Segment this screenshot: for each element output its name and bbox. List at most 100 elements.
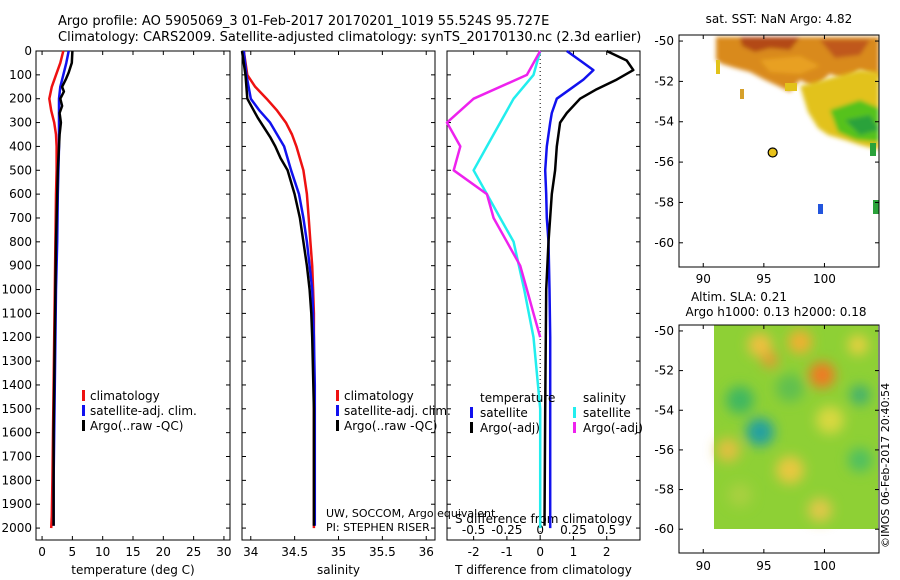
sst-darkorange: [820, 40, 870, 58]
legend-label: satellite-adj. clim.: [344, 404, 451, 418]
legend-label: Argo(-adj): [583, 421, 643, 435]
legend-swatch: [82, 405, 85, 416]
y-tick-label: 300: [9, 116, 32, 130]
sst-patch: [785, 83, 797, 91]
legend-label: climatology: [90, 389, 160, 403]
x-tick-label: 34: [243, 545, 258, 559]
y-tick-label: 1900: [1, 497, 32, 511]
legend-label: Argo(..raw -QC): [90, 419, 183, 433]
sla-blob: [848, 335, 868, 355]
x-tick-label: 5: [69, 545, 77, 559]
series-line-1: [242, 50, 316, 529]
y-tick-label: 400: [9, 139, 32, 153]
argo-marker: [767, 147, 778, 158]
x-axis-label: T difference from climatology: [454, 563, 632, 577]
y-tick-label: -54: [654, 403, 674, 417]
x-tick-label: 95: [756, 272, 771, 286]
sla-blob: [776, 374, 804, 402]
sst-patch: [716, 60, 720, 74]
x-tick-label: 90: [696, 559, 711, 573]
series-line-3: [472, 50, 542, 529]
legend-label: Argo(..raw -QC): [344, 419, 437, 433]
sla-blob: [788, 330, 812, 354]
sla-blob: [776, 456, 804, 484]
plot-frame: [35, 50, 231, 541]
legend-swatch: [336, 420, 339, 431]
top-x-tick-label: 0.25: [560, 523, 587, 537]
sla-blob: [848, 448, 872, 472]
y-tick-label: 1300: [1, 354, 32, 368]
sla-blob: [716, 438, 740, 462]
map-subtitle: Argo h1000: 0.13 h2000: 0.18: [686, 305, 867, 319]
y-tick-label: 700: [9, 211, 32, 225]
series-line-1: [543, 49, 595, 529]
y-tick-label: 200: [9, 92, 32, 106]
profile-panel-2: 34 34.5 35 35.5 36 salinity climatologysatelli…: [240, 50, 451, 577]
y-tick-label: 1700: [1, 450, 32, 464]
x-tick-label: 90: [696, 272, 711, 286]
attribution-line2: PI: STEPHEN RISER: [326, 521, 430, 534]
y-tick-label: -60: [654, 522, 674, 536]
plot-frame: [446, 50, 641, 541]
y-tick-label: -60: [654, 236, 674, 250]
sst-patch: [818, 204, 823, 214]
x-tick-label: 34.5: [281, 545, 308, 559]
y-tick-label: -50: [654, 324, 674, 338]
legend-swatch: [336, 405, 339, 416]
y-tick-label: 600: [9, 187, 32, 201]
legend-swatch: [470, 407, 473, 418]
sst-warm-band: [716, 37, 879, 92]
series-line-2: [543, 49, 635, 526]
y-tick-label: 1600: [1, 426, 32, 440]
sst-darkorange: [740, 37, 800, 52]
legend-label: satellite: [583, 406, 631, 420]
sst-patch: [870, 143, 876, 156]
y-tick-label: 1500: [1, 402, 32, 416]
sst-field: [716, 37, 879, 214]
sla-blob: [762, 352, 778, 368]
sla-field: [714, 325, 878, 529]
legend-swatch: [336, 390, 339, 401]
legend-swatch: [470, 422, 473, 433]
attribution-line1: UW, SOCCOM, Argo equivalent: [326, 507, 496, 520]
header-line1: Argo profile: AO 5905069_3 01-Feb-2017 2…: [58, 14, 549, 29]
sla-blob: [728, 483, 752, 507]
x-tick-label: 95: [756, 559, 771, 573]
legend-title-salinity: salinity: [583, 391, 626, 405]
x-tick-label: 100: [813, 272, 836, 286]
x-tick-label: 0: [536, 545, 544, 559]
header-line2: Climatology: CARS2009. Satellite-adjuste…: [58, 30, 641, 45]
top-x-tick-label: 0.5: [597, 523, 616, 537]
top-x-tick-label: -0.5: [462, 523, 485, 537]
series-line-4: [445, 50, 542, 338]
x-tick-label: 100: [813, 559, 836, 573]
y-tick-label: 1200: [1, 330, 32, 344]
y-tick-label: -54: [654, 115, 674, 129]
legend-label: climatology: [344, 389, 414, 403]
map-title: Altim. SLA: 0.21: [691, 290, 787, 304]
sst-cool-band: [800, 70, 879, 150]
y-tick-label: -52: [654, 74, 674, 88]
top-x-tick-label: -0.25: [491, 523, 522, 537]
x-axis-label: temperature (deg C): [71, 563, 194, 577]
y-tick-label: -58: [654, 195, 674, 209]
credit-text: ©IMOS 06-Feb-2017 20:40:54: [879, 383, 892, 548]
sla-blob: [746, 418, 774, 446]
x-tick-label: 25: [186, 545, 201, 559]
sla-blob: [808, 498, 832, 522]
y-tick-label: 900: [9, 259, 32, 273]
y-tick-label: 1100: [1, 306, 32, 320]
map-frame: [678, 34, 880, 268]
y-tick-label: 0: [24, 44, 32, 58]
x-tick-label: -1: [501, 545, 513, 559]
y-tick-label: -58: [654, 483, 674, 497]
legend-label: satellite-adj. clim.: [90, 404, 197, 418]
profile-panel-3: -2 -1 0 1 2 T difference from climatology -0.5…: [445, 49, 643, 577]
y-tick-label: -56: [654, 155, 674, 169]
sla-blob: [816, 406, 844, 434]
map-frame: [678, 324, 880, 554]
x-tick-label: 36: [419, 545, 434, 559]
series-line-3: [52, 50, 74, 526]
y-tick-label: -56: [654, 443, 674, 457]
